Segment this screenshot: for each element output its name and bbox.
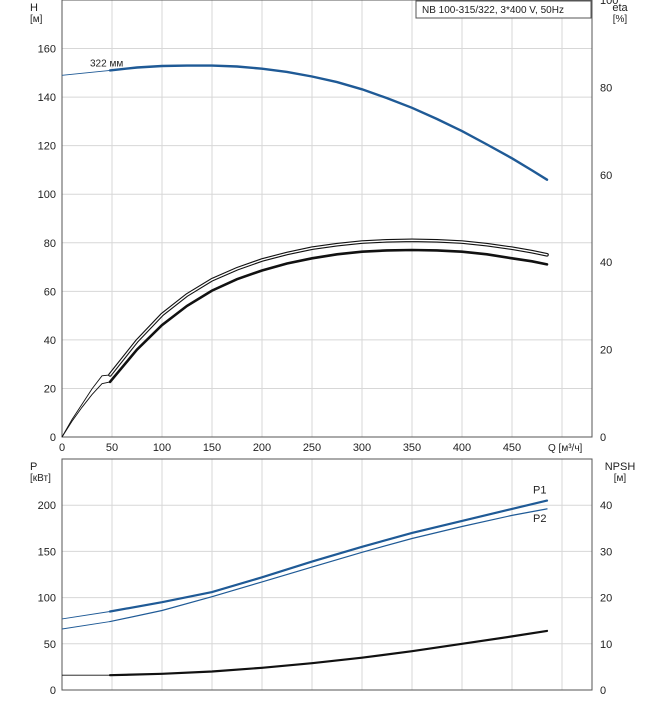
y-left-tick-label: 0	[50, 432, 56, 444]
y-right-axis-unit: [м]	[614, 473, 627, 484]
title-box: NB 100-315/322, 3*400 V, 50Hz	[415, 0, 592, 19]
series-line	[108, 629, 549, 677]
y-right-axis-label: eta	[612, 2, 628, 14]
y-left-tick-label: 140	[38, 92, 56, 104]
y-right-tick-label: 100	[600, 0, 618, 7]
y-right-tick-label: 40	[600, 257, 612, 269]
y-left-axis-label: P	[30, 461, 37, 473]
y-right-tick-label: 20	[600, 345, 612, 357]
x-tick-label: 300	[353, 442, 371, 454]
series-line-extension	[61, 374, 111, 438]
x-axis-label: Q [м³/ч]	[548, 443, 583, 454]
y-left-tick-label: 120	[38, 141, 56, 153]
y-right-tick-label: 60	[600, 170, 612, 182]
series-line-extension	[61, 621, 111, 630]
y-left-axis-label: H	[30, 2, 38, 14]
y-left-tick-label: 50	[44, 639, 56, 651]
x-tick-label: 400	[453, 442, 471, 454]
series-line	[108, 64, 549, 181]
y-right-tick-label: 40	[600, 500, 612, 512]
x-tick-label: 350	[403, 442, 421, 454]
curve-label: 322 мм	[90, 59, 123, 70]
x-tick-label: 100	[153, 442, 171, 454]
x-tick-label: 250	[303, 442, 321, 454]
y-left-tick-label: 40	[44, 335, 56, 347]
y-left-tick-label: 20	[44, 383, 56, 395]
y-left-tick-label: 160	[38, 44, 56, 56]
y-left-tick-label: 80	[44, 238, 56, 250]
y-left-tick-label: 100	[38, 593, 56, 605]
series-line-extension	[61, 611, 111, 620]
y-right-axis-label: NPSH	[605, 461, 636, 473]
y-right-tick-label: 0	[600, 685, 606, 697]
plot-frame	[61, 0, 593, 438]
y-right-tick-label: 80	[600, 82, 612, 94]
x-tick-label: 150	[203, 442, 221, 454]
series-line-extension	[61, 381, 111, 438]
y-left-tick-label: 100	[38, 189, 56, 201]
series-line	[109, 508, 548, 623]
series-line	[108, 238, 549, 377]
y-left-axis-unit: [м]	[30, 14, 43, 25]
series-label: P1	[533, 485, 546, 497]
y-left-axis-unit: [кВт]	[30, 473, 51, 484]
y-right-tick-label: 0	[600, 432, 606, 444]
y-left-tick-label: 0	[50, 685, 56, 697]
title-box-text: NB 100-315/322, 3*400 V, 50Hz	[422, 5, 564, 16]
plot-frame	[61, 458, 593, 691]
series-line	[108, 499, 549, 613]
y-right-tick-label: 20	[600, 593, 612, 605]
series-label: P2	[533, 513, 546, 525]
y-right-tick-label: 30	[600, 546, 612, 558]
series-line-extension	[61, 69, 111, 76]
x-tick-label: 0	[59, 442, 65, 454]
y-right-tick-label: 10	[600, 639, 612, 651]
series-line-inner	[109, 239, 548, 376]
title-box-frame	[415, 0, 592, 19]
y-left-tick-label: 150	[38, 546, 56, 558]
y-right-axis-unit: [%]	[613, 14, 628, 25]
x-tick-label: 200	[253, 442, 271, 454]
series-line	[108, 248, 549, 384]
y-left-tick-label: 200	[38, 500, 56, 512]
x-tick-label: 50	[106, 442, 118, 454]
y-left-tick-label: 60	[44, 286, 56, 298]
x-tick-label: 450	[503, 442, 521, 454]
